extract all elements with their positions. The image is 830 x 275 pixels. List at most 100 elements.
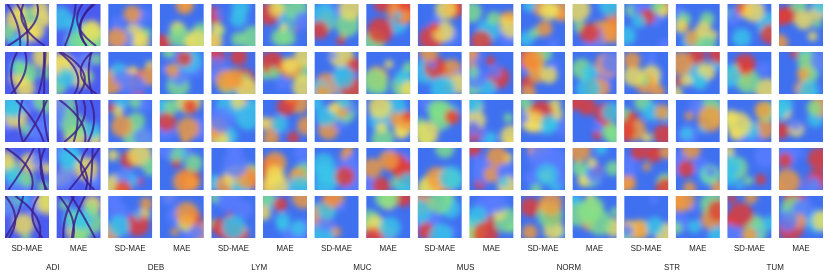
tile-content [779,100,823,142]
tile-blobs [624,148,669,190]
heat-blob [521,100,532,110]
cell-outline [72,100,79,142]
cell-outline [58,100,87,142]
heat-blob [697,105,720,132]
tile-content [314,4,359,46]
heat-blob [790,119,802,132]
heat-blob [290,220,306,236]
heatmap-tile [675,52,720,94]
heat-blob [658,39,669,46]
heat-blob [806,100,822,116]
tile-content [314,148,359,190]
heatmap-tile [5,52,49,94]
tile-blobs [211,100,256,142]
tile-content [779,148,823,190]
heat-blob [108,149,119,161]
heat-blob [12,213,35,236]
heatmap-tile [314,52,359,94]
tile-content [727,52,772,94]
tile-content [727,100,772,142]
heat-blob [444,109,460,125]
tile-blobs [675,148,720,190]
tile-blobs [727,148,772,190]
heatmap-tile [675,196,720,238]
column-label: SD-MAE [218,244,249,253]
heat-blob [692,74,709,90]
heatmap-tile [675,100,720,142]
tile-blobs [675,5,718,46]
tile-blobs [314,52,359,94]
heatmap-tile [263,196,307,238]
heat-blob [176,117,200,140]
heat-blob [687,219,702,234]
tile-blobs [727,196,772,238]
heat-blob [263,130,280,142]
heat-blob [540,66,558,84]
heatmap-tile [159,100,204,142]
heat-blob [624,65,644,87]
heat-blob [708,52,720,65]
tile-content [5,196,49,238]
heat-blob [5,151,16,170]
heat-blob [735,69,761,94]
tile-blobs [366,148,411,190]
heat-blob [81,20,101,42]
heat-blob [753,148,772,168]
heatmap-tile [5,196,49,238]
heat-blob [439,165,462,190]
tile-content [314,196,359,238]
heat-blob [35,196,49,215]
tile-blobs [521,52,560,94]
heat-blob [601,52,617,75]
heat-blob [294,148,307,164]
heat-blob [161,196,178,206]
heatmap-tile [211,4,256,46]
heat-blob [108,215,130,237]
heatmap-tile [108,4,153,46]
heat-blob [430,76,456,94]
cell-outline [42,100,49,142]
heat-blob [743,176,753,186]
tile-content [211,100,256,142]
tile-blobs [108,148,153,190]
tile-blobs [677,100,720,142]
cell-outline [87,100,96,142]
heat-blob [5,100,19,117]
tile-content [5,148,49,190]
tile-content [675,148,720,190]
heat-blob [675,221,683,235]
heat-blob [735,181,744,190]
class-label: ADI [46,263,59,272]
heat-blob [343,148,354,155]
heat-blob [175,201,199,225]
tile-content [108,148,153,190]
tile-content [469,100,514,142]
heat-blob [624,157,638,181]
heat-blob [592,122,604,133]
heat-blob [333,119,346,131]
heat-blob [287,131,300,142]
heat-blob [675,52,694,76]
heatmap-tile [624,52,669,94]
heat-blob [695,21,712,38]
heat-blob [624,119,636,142]
heat-blob [429,223,454,238]
heat-blob [659,148,669,160]
heat-blob [17,196,30,205]
heat-blob [624,26,636,46]
heat-blob [521,197,540,217]
heat-blob [435,148,455,159]
heat-blob [796,67,810,81]
heat-blob [275,212,291,228]
heat-blob [231,32,246,46]
heatmap-tile [5,4,49,46]
heatmap-tile [159,148,204,190]
heatmap-tile [56,148,101,190]
heat-blob [282,57,298,74]
heat-blob [128,66,138,75]
heatmap-tile [572,4,617,46]
heat-blob [602,123,617,142]
cell-outline [39,148,49,190]
heat-blob [417,121,439,142]
tile-blobs [524,148,565,190]
